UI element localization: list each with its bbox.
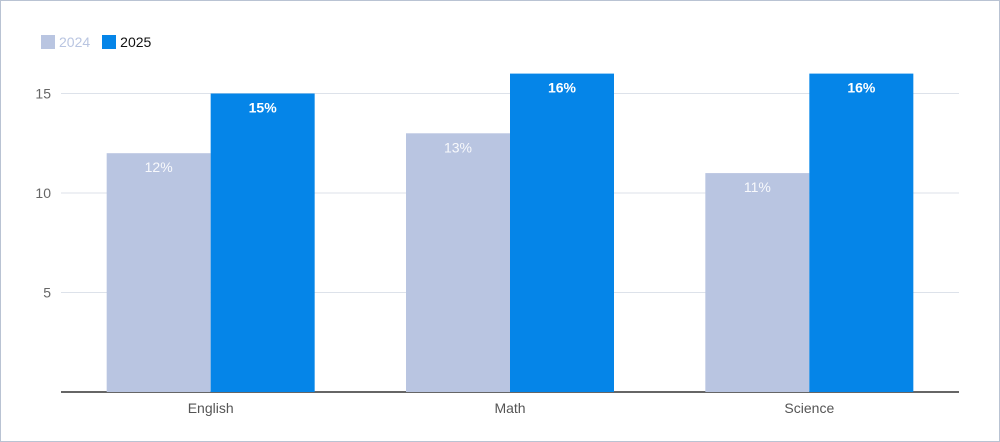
legend-swatch-2024 — [41, 35, 55, 49]
bar-2024-english[interactable] — [106, 153, 211, 392]
x-tick-label-science: Science — [784, 400, 834, 416]
legend-label-2025: 2025 — [120, 34, 152, 50]
data-label-2024-math: 13% — [444, 139, 472, 155]
data-label-2024-english: 12% — [145, 159, 173, 175]
bar-2025-english[interactable] — [210, 93, 315, 393]
data-label-2025-science: 16% — [847, 80, 876, 96]
bar-2025-science[interactable] — [809, 73, 914, 392]
data-label-2024-science: 11% — [744, 179, 771, 195]
legend-item-2025[interactable]: 2025 — [102, 34, 151, 50]
bar-2025-math[interactable] — [510, 73, 614, 392]
legend-swatch-2025 — [102, 35, 117, 49]
x-tick-label-math: Math — [494, 400, 525, 416]
legend-label-2024: 2024 — [59, 34, 91, 50]
bar-2024-math[interactable] — [406, 133, 510, 393]
x-tick-label-english: English — [188, 400, 234, 416]
y-tick-label: 5 — [43, 285, 51, 301]
data-label-2025-math: 16% — [548, 80, 577, 96]
y-tick-label: 15 — [35, 86, 51, 102]
y-tick-label: 10 — [35, 185, 51, 201]
bar-2024-science[interactable] — [705, 173, 810, 392]
legend-item-2024[interactable]: 2024 — [41, 34, 90, 50]
data-label-2025-english: 15% — [249, 100, 278, 116]
legend: 2024 2025 — [41, 34, 157, 50]
